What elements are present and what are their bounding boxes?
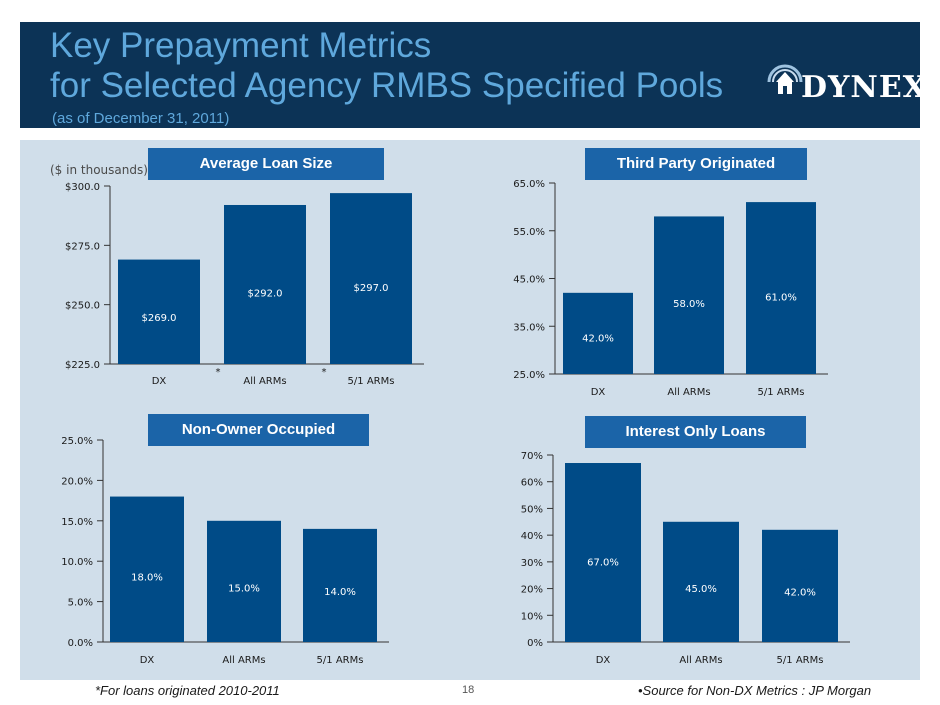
y-tick-label: $300.0 <box>65 182 100 193</box>
data-label: $297.0 <box>354 283 389 294</box>
y-tick-label: 55.0% <box>513 227 545 238</box>
data-label: 42.0% <box>784 588 816 599</box>
bar-all-arms <box>207 520 281 642</box>
page-subtitle: (as of December 31, 2011) <box>52 110 230 127</box>
building-arc-icon <box>767 64 803 94</box>
y-tick-label: $250.0 <box>65 301 100 312</box>
bar-all-arms <box>663 521 739 642</box>
chart-title-average-loan-size: Average Loan Size <box>148 148 384 180</box>
data-label: $269.0 <box>142 313 177 324</box>
chart-title-non-owner-occupied: Non-Owner Occupied <box>148 414 369 446</box>
bar-dx <box>118 259 200 364</box>
y-tick-label: 10.0% <box>61 557 93 568</box>
y-tick-label: 70% <box>521 451 543 462</box>
bar-5-1-arms <box>303 528 377 642</box>
data-label: 14.0% <box>324 587 356 598</box>
data-label: 18.0% <box>131 573 163 584</box>
y-tick-label: 0% <box>527 638 543 649</box>
y-tick-label: 45.0% <box>513 275 545 286</box>
page-number: 18 <box>462 684 475 696</box>
category-label: All ARMs <box>667 387 710 398</box>
dynex-logo: DYNEX <box>765 52 926 112</box>
bar-all-arms <box>654 216 724 374</box>
bar-5-1-arms <box>330 193 412 364</box>
page-title: Key Prepayment Metrics for Selected Agen… <box>50 26 723 106</box>
bar-5-1-arms <box>762 529 838 642</box>
chart-title-third-party-originated: Third Party Originated <box>585 148 807 180</box>
y-tick-label: 50% <box>521 504 543 515</box>
category-label: DX <box>152 376 167 387</box>
category-label: DX <box>596 655 611 666</box>
y-tick-label: 20.0% <box>61 476 93 487</box>
chart-title-interest-only-loans: Interest Only Loans <box>585 416 806 448</box>
logo-text: DYNEX <box>801 70 927 105</box>
data-label: $292.0 <box>248 288 283 299</box>
y-tick-label: 25.0% <box>513 370 545 381</box>
category-label: 5/1 ARMs <box>317 655 364 666</box>
footnote: *For loans originated 2010-2011 <box>95 683 280 698</box>
y-tick-label: 40% <box>521 531 543 542</box>
y-tick-label: $225.0 <box>65 360 100 371</box>
data-label: 67.0% <box>587 557 619 568</box>
y-tick-label: 65.0% <box>513 179 545 190</box>
bar-dx <box>563 292 633 374</box>
y-tick-label: 5.0% <box>68 598 93 609</box>
category-label: 5/1 ARMs <box>758 387 805 398</box>
y-tick-label: 35.0% <box>513 322 545 333</box>
header-banner: Key Prepayment Metrics for Selected Agen… <box>20 22 926 128</box>
category-label: 5/1 ARMs <box>348 376 395 387</box>
data-label: 42.0% <box>582 333 614 344</box>
units-note: ($ in thousands) <box>50 163 148 177</box>
footnote-marker: * <box>216 367 221 378</box>
bar-5-1-arms <box>746 202 816 374</box>
y-tick-label: 15.0% <box>61 517 93 528</box>
data-label: 15.0% <box>228 583 260 594</box>
y-tick-label: 0.0% <box>68 638 93 649</box>
bar-dx <box>110 496 184 642</box>
bar-dx <box>565 463 641 642</box>
category-label: All ARMs <box>222 655 265 666</box>
category-label: All ARMs <box>243 376 286 387</box>
y-tick-label: 60% <box>521 478 543 489</box>
y-tick-label: $275.0 <box>65 241 100 252</box>
y-tick-label: 30% <box>521 558 543 569</box>
source-note: •Source for Non-DX Metrics : JP Morgan <box>638 683 872 698</box>
title-line-1: Key Prepayment Metrics <box>50 26 432 65</box>
data-label: 58.0% <box>673 299 705 310</box>
bar-all-arms <box>224 204 306 364</box>
data-label: 61.0% <box>765 293 797 304</box>
category-label: DX <box>140 655 155 666</box>
category-label: 5/1 ARMs <box>777 655 824 666</box>
footnote-marker: * <box>322 367 327 378</box>
title-line-2: for Selected Agency RMBS Specified Pools <box>50 66 724 105</box>
data-label: 45.0% <box>685 584 717 595</box>
y-tick-label: 10% <box>521 611 543 622</box>
y-tick-label: 20% <box>521 585 543 596</box>
category-label: All ARMs <box>679 655 722 666</box>
category-label: DX <box>591 387 606 398</box>
y-tick-label: 25.0% <box>61 436 93 447</box>
